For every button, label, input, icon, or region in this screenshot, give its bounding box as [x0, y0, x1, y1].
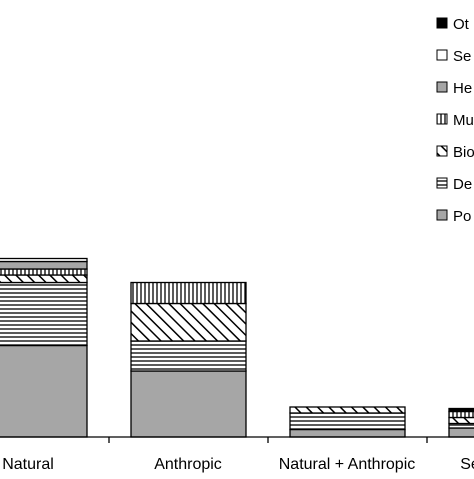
bar-segment-natural-po: [0, 344, 88, 438]
bar-segment-natural-anthropic-de: [289, 412, 406, 431]
bar-segment-anthropic-bio: [130, 302, 247, 342]
legend-label-bio: Bio: [453, 144, 474, 161]
legend: Ot Se He Mu Bio De Po: [436, 16, 474, 225]
legend-label-he: He: [453, 80, 472, 97]
bar-segment-se-po: [448, 427, 474, 438]
legend-swatch-po: [436, 209, 448, 221]
bar-segment-natural-mu: [0, 268, 88, 276]
x-axis: [0, 436, 474, 443]
x-tick-label-se: Se: [460, 456, 474, 473]
legend-item-mu: Mu: [436, 112, 474, 129]
bar-segment-se-de: [448, 422, 474, 429]
legend-label-mu: Mu: [453, 112, 474, 129]
x-tick-label-natural: Natural: [2, 456, 54, 473]
x-tick-labels: Natural Anthropic Natural + Anthropic Se: [2, 456, 474, 473]
legend-item-de: De: [436, 176, 472, 193]
bar-segment-se-ot: [448, 407, 474, 413]
bar-segment-se-bio: [448, 416, 474, 425]
legend-item-ot: Ot: [436, 16, 470, 33]
bars-layer: [0, 257, 474, 438]
bar-segment-natural-de: [0, 281, 88, 347]
legend-label-ot: Ot: [453, 16, 470, 33]
legend-swatch-bio: [436, 145, 448, 157]
bar-segment-anthropic-po: [130, 370, 247, 438]
bar-segment-natural-se: [0, 257, 88, 263]
legend-label-se: Se: [453, 48, 471, 65]
legend-label-de: De: [453, 176, 472, 193]
legend-swatch-se: [436, 49, 448, 61]
bar-segment-natural-bio: [0, 274, 88, 284]
legend-swatch-he: [436, 81, 448, 93]
bar-segment-se-mu: [448, 410, 474, 419]
legend-item-se: Se: [436, 48, 471, 65]
x-tick-label-natural-anthropic: Natural + Anthropic: [279, 456, 416, 473]
bar-segment-anthropic-de: [130, 340, 247, 372]
legend-item-he: He: [436, 80, 472, 97]
legend-item-bio: Bio: [436, 144, 474, 161]
bar-segment-natural-he: [0, 260, 88, 270]
bar-segment-natural-anthropic-po: [289, 428, 406, 438]
legend-label-po: Po: [453, 208, 471, 225]
legend-swatch-mu: [436, 113, 448, 125]
legend-swatch-de: [436, 177, 448, 189]
legend-item-po: Po: [436, 208, 471, 225]
bar-segment-natural-anthropic-bio: [289, 406, 406, 414]
bar-segment-anthropic-mu: [130, 281, 247, 305]
legend-swatch-ot: [436, 17, 448, 29]
x-tick-label-anthropic: Anthropic: [154, 456, 222, 473]
